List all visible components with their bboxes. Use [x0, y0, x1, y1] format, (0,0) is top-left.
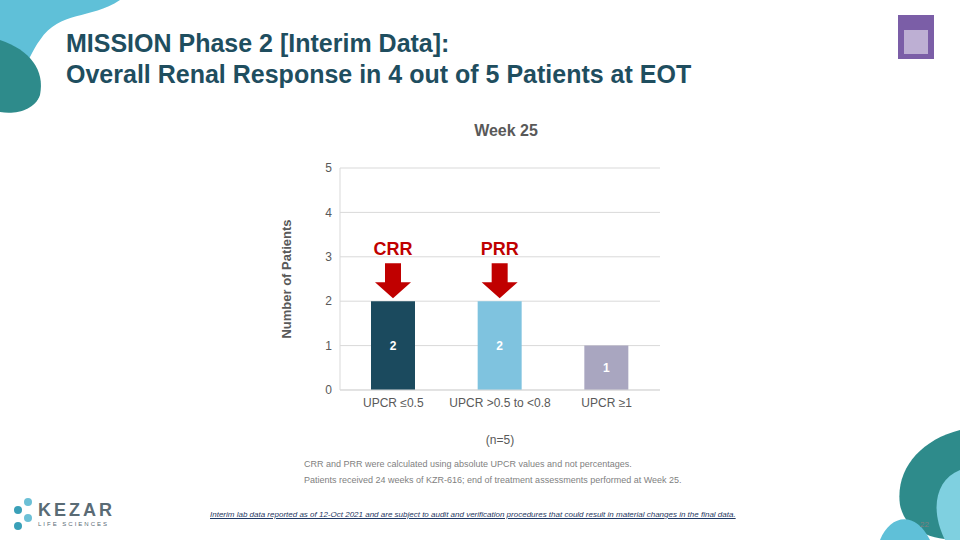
- svg-text:1: 1: [603, 361, 610, 375]
- svg-text:Number of Patients: Number of Patients: [279, 219, 294, 338]
- html-text:22: 22: [920, 520, 929, 529]
- html-text:LIFE SCIENCES: LIFE SCIENCES: [38, 521, 109, 527]
- svg-text:UPCR >0.5 to <0.8: UPCR >0.5 to <0.8: [449, 396, 551, 410]
- svg-text:UPCR ≤0.5: UPCR ≤0.5: [363, 396, 424, 410]
- html-text:Patients received 24 weeks of: Patients received 24 weeks of KZR-616; e…: [304, 475, 682, 485]
- html-text:MISSION Phase 2 [Interim Data]: MISSION Phase 2 [Interim Data]:: [66, 29, 450, 57]
- svg-text:0: 0: [325, 383, 332, 397]
- svg-text:2: 2: [390, 339, 397, 353]
- svg-text:PRR: PRR: [481, 239, 519, 259]
- svg-text:4: 4: [325, 206, 332, 220]
- html-text:Interim lab data reported as o: Interim lab data reported as of 12-Oct 2…: [210, 510, 736, 519]
- svg-text:CRR: CRR: [374, 239, 413, 259]
- svg-text:1: 1: [325, 339, 332, 353]
- svg-text:2: 2: [325, 294, 332, 308]
- svg-text:5: 5: [325, 161, 332, 175]
- html-text:Overall Renal Response in 4 ou: Overall Renal Response in 4 out of 5 Pat…: [66, 60, 692, 88]
- html-text:CRR and PRR were calculated us: CRR and PRR were calculated using absolu…: [304, 459, 632, 469]
- svg-text:3: 3: [325, 250, 332, 264]
- svg-text:(n=5): (n=5): [486, 433, 514, 447]
- svg-text:2: 2: [496, 339, 503, 353]
- html-text:KEZAR: KEZAR: [38, 500, 115, 520]
- html-text:Week 25: Week 25: [474, 122, 538, 139]
- svg-text:UPCR ≥1: UPCR ≥1: [581, 396, 632, 410]
